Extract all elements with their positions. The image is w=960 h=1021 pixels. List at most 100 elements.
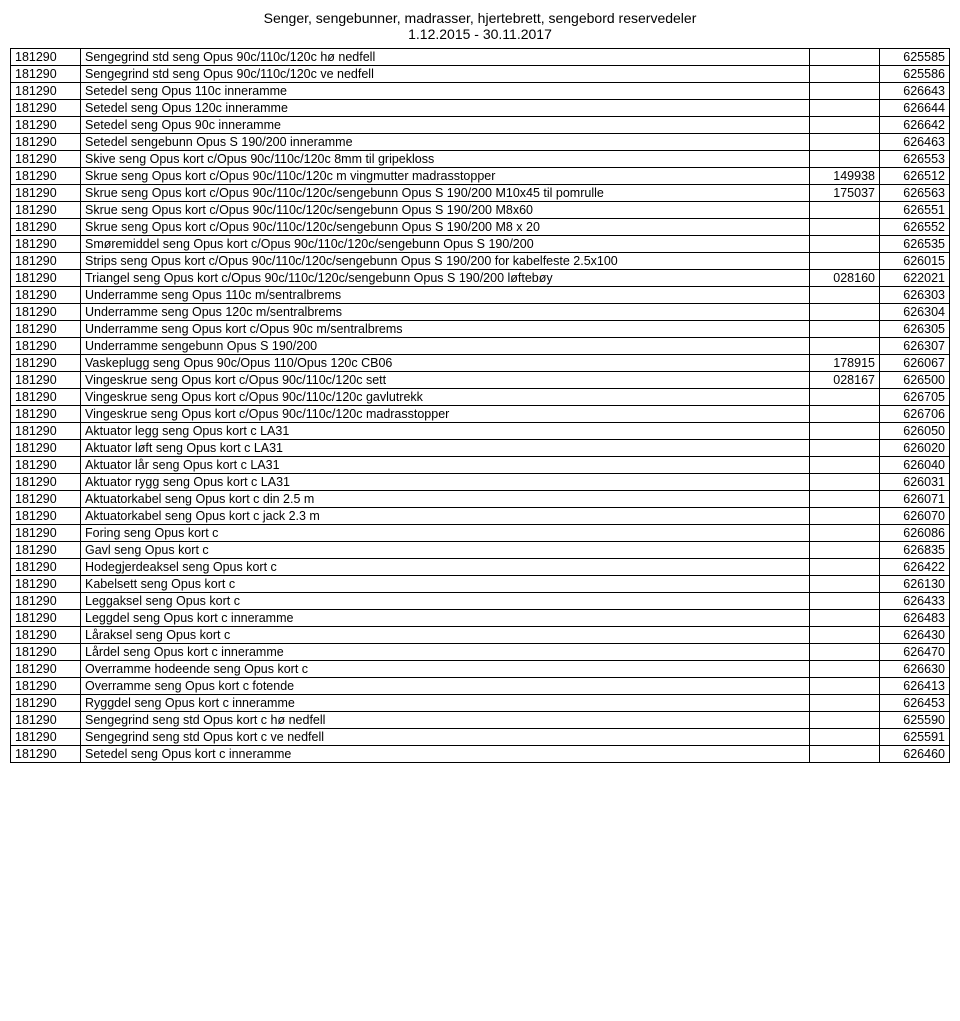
cell-partno: 622021: [880, 270, 950, 287]
cell-description: Skrue seng Opus kort c/Opus 90c/110c/120…: [81, 219, 810, 236]
cell-code: 181290: [11, 474, 81, 491]
cell-code: 181290: [11, 746, 81, 763]
cell-partno: 625585: [880, 49, 950, 66]
cell-ref: [810, 151, 880, 168]
cell-code: 181290: [11, 338, 81, 355]
table-row: 181290Aktuator lår seng Opus kort c LA31…: [11, 457, 950, 474]
cell-code: 181290: [11, 440, 81, 457]
cell-description: Setedel seng Opus 110c inneramme: [81, 83, 810, 100]
table-row: 181290Gavl seng Opus kort c626835: [11, 542, 950, 559]
table-row: 181290Sengegrind seng std Opus kort c ve…: [11, 729, 950, 746]
cell-ref: [810, 627, 880, 644]
cell-partno: 626500: [880, 372, 950, 389]
table-row: 181290Låraksel seng Opus kort c626430: [11, 627, 950, 644]
cell-description: Vaskeplugg seng Opus 90c/Opus 110/Opus 1…: [81, 355, 810, 372]
cell-partno: 626706: [880, 406, 950, 423]
table-row: 181290Aktuatorkabel seng Opus kort c din…: [11, 491, 950, 508]
table-row: 181290Lårdel seng Opus kort c inneramme6…: [11, 644, 950, 661]
cell-description: Aktuator lår seng Opus kort c LA31: [81, 457, 810, 474]
cell-code: 181290: [11, 661, 81, 678]
cell-code: 181290: [11, 321, 81, 338]
cell-ref: [810, 559, 880, 576]
cell-ref: [810, 542, 880, 559]
cell-ref: [810, 610, 880, 627]
cell-partno: 626067: [880, 355, 950, 372]
cell-description: Strips seng Opus kort c/Opus 90c/110c/12…: [81, 253, 810, 270]
cell-partno: 626705: [880, 389, 950, 406]
cell-code: 181290: [11, 729, 81, 746]
cell-description: Vingeskrue seng Opus kort c/Opus 90c/110…: [81, 406, 810, 423]
cell-description: Aktuatorkabel seng Opus kort c jack 2.3 …: [81, 508, 810, 525]
cell-code: 181290: [11, 406, 81, 423]
table-row: 181290Ryggdel seng Opus kort c inneramme…: [11, 695, 950, 712]
cell-partno: 626433: [880, 593, 950, 610]
table-row: 181290Hodegjerdeaksel seng Opus kort c62…: [11, 559, 950, 576]
cell-ref: [810, 253, 880, 270]
cell-ref: 175037: [810, 185, 880, 202]
cell-description: Underramme seng Opus kort c/Opus 90c m/s…: [81, 321, 810, 338]
cell-code: 181290: [11, 270, 81, 287]
cell-description: Sengegrind seng std Opus kort c ve nedfe…: [81, 729, 810, 746]
table-row: 181290Setedel seng Opus 120c inneramme62…: [11, 100, 950, 117]
cell-description: Kabelsett seng Opus kort c: [81, 576, 810, 593]
table-row: 181290Aktuatorkabel seng Opus kort c jac…: [11, 508, 950, 525]
cell-partno: 626070: [880, 508, 950, 525]
cell-description: Setedel seng Opus kort c inneramme: [81, 746, 810, 763]
cell-code: 181290: [11, 423, 81, 440]
cell-code: 181290: [11, 49, 81, 66]
cell-partno: 626040: [880, 457, 950, 474]
cell-description: Setedel seng Opus 120c inneramme: [81, 100, 810, 117]
cell-partno: 626413: [880, 678, 950, 695]
cell-ref: [810, 474, 880, 491]
cell-description: Setedel seng Opus 90c inneramme: [81, 117, 810, 134]
table-row: 181290Setedel seng Opus kort c inneramme…: [11, 746, 950, 763]
cell-partno: 626551: [880, 202, 950, 219]
table-row: 181290Triangel seng Opus kort c/Opus 90c…: [11, 270, 950, 287]
cell-partno: 625586: [880, 66, 950, 83]
document-title: Senger, sengebunner, madrasser, hjertebr…: [10, 10, 950, 42]
cell-ref: [810, 423, 880, 440]
table-row: 181290Skrue seng Opus kort c/Opus 90c/11…: [11, 202, 950, 219]
table-row: 181290Skrue seng Opus kort c/Opus 90c/11…: [11, 185, 950, 202]
cell-description: Leggaksel seng Opus kort c: [81, 593, 810, 610]
cell-code: 181290: [11, 389, 81, 406]
cell-partno: 626130: [880, 576, 950, 593]
table-row: 181290Setedel seng Opus 90c inneramme626…: [11, 117, 950, 134]
cell-description: Aktuator rygg seng Opus kort c LA31: [81, 474, 810, 491]
cell-code: 181290: [11, 134, 81, 151]
cell-code: 181290: [11, 151, 81, 168]
cell-description: Ryggdel seng Opus kort c inneramme: [81, 695, 810, 712]
cell-partno: 626535: [880, 236, 950, 253]
cell-ref: [810, 134, 880, 151]
cell-description: Setedel sengebunn Opus S 190/200 inneram…: [81, 134, 810, 151]
cell-partno: 626305: [880, 321, 950, 338]
table-row: 181290Underramme seng Opus 110c m/sentra…: [11, 287, 950, 304]
cell-ref: [810, 304, 880, 321]
cell-description: Foring seng Opus kort c: [81, 525, 810, 542]
cell-ref: [810, 287, 880, 304]
table-row: 181290Vingeskrue seng Opus kort c/Opus 9…: [11, 389, 950, 406]
cell-code: 181290: [11, 644, 81, 661]
cell-ref: [810, 389, 880, 406]
cell-description: Skrue seng Opus kort c/Opus 90c/110c/120…: [81, 202, 810, 219]
cell-code: 181290: [11, 457, 81, 474]
cell-ref: [810, 202, 880, 219]
cell-partno: 626643: [880, 83, 950, 100]
cell-ref: 178915: [810, 355, 880, 372]
cell-ref: [810, 321, 880, 338]
cell-description: Smøremiddel seng Opus kort c/Opus 90c/11…: [81, 236, 810, 253]
cell-code: 181290: [11, 576, 81, 593]
cell-partno: 626563: [880, 185, 950, 202]
cell-ref: [810, 440, 880, 457]
cell-description: Vingeskrue seng Opus kort c/Opus 90c/110…: [81, 389, 810, 406]
table-row: 181290Underramme seng Opus kort c/Opus 9…: [11, 321, 950, 338]
cell-ref: [810, 236, 880, 253]
cell-ref: 028167: [810, 372, 880, 389]
cell-ref: [810, 491, 880, 508]
cell-ref: 149938: [810, 168, 880, 185]
cell-description: Sengegrind seng std Opus kort c hø nedfe…: [81, 712, 810, 729]
cell-ref: [810, 508, 880, 525]
cell-partno: 625590: [880, 712, 950, 729]
cell-partno: 626835: [880, 542, 950, 559]
cell-code: 181290: [11, 236, 81, 253]
